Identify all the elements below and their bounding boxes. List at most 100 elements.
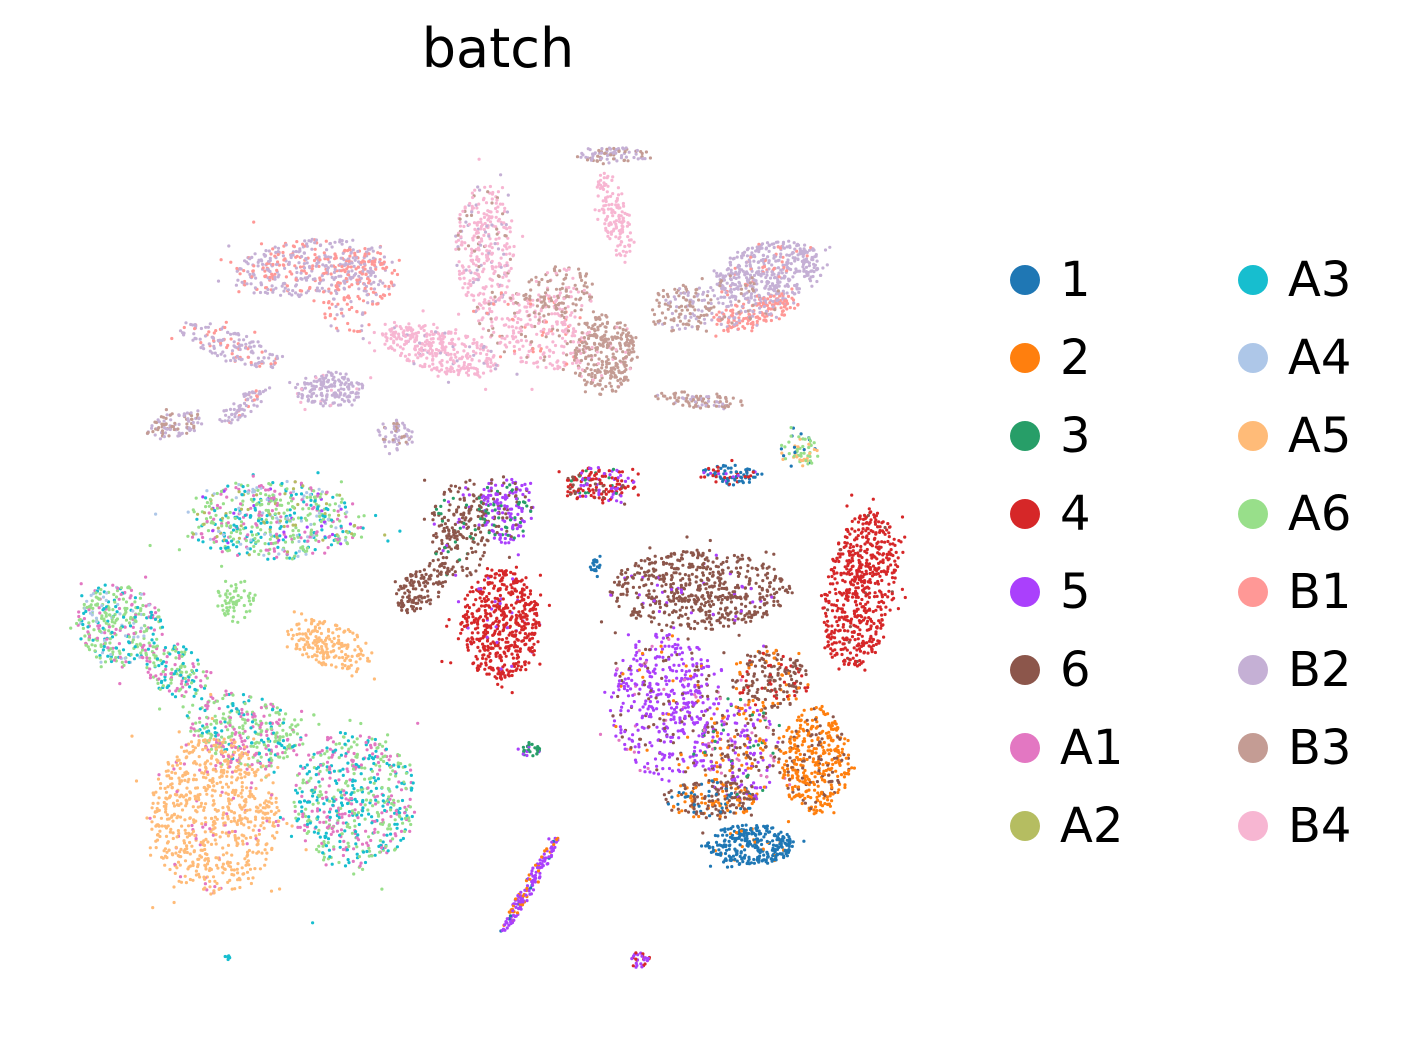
cell-point (343, 281, 347, 285)
cell-point (202, 347, 206, 351)
cell-point (191, 532, 196, 536)
cell-point (381, 422, 385, 426)
cell-point (334, 370, 338, 374)
cell-point (556, 367, 560, 371)
cell-point (770, 270, 774, 274)
cell-point (584, 155, 588, 159)
cell-point (657, 304, 661, 308)
cell-point (572, 286, 576, 290)
cell-point (252, 273, 256, 277)
cell-point (487, 251, 491, 255)
cell-point (384, 332, 388, 336)
cell-point (573, 309, 577, 313)
cell-point (614, 235, 618, 239)
cell-point (652, 312, 657, 317)
cell-point (421, 325, 425, 329)
cell-point (540, 300, 544, 304)
cell-point (88, 611, 93, 615)
cell-point (580, 304, 584, 308)
cell-point (306, 645, 310, 649)
cell-point (313, 548, 317, 552)
cell-point (352, 329, 356, 333)
cell-point (232, 609, 236, 613)
cell-point (336, 403, 341, 407)
cell-point (113, 621, 117, 625)
cell-point (458, 276, 462, 280)
cell-point (257, 552, 261, 557)
cell-point (716, 395, 720, 399)
cell-point (678, 312, 682, 316)
cell-point (483, 221, 487, 226)
cell-point (605, 362, 609, 366)
cell-point (453, 331, 457, 335)
cell-point (342, 298, 346, 302)
cell-cluster (145, 408, 204, 441)
cell-point (718, 400, 722, 404)
cell-point (448, 357, 452, 362)
cell-point (77, 610, 81, 614)
cell-point (427, 349, 431, 353)
cell-point (605, 147, 609, 151)
cell-point (236, 594, 240, 598)
cell-point (294, 284, 298, 288)
cell-point (240, 493, 244, 497)
cell-point (355, 633, 359, 637)
cell-point (285, 516, 289, 520)
cell-point (311, 551, 315, 555)
cell-point (406, 357, 410, 361)
cell-point (363, 247, 367, 251)
cell-point (475, 206, 479, 210)
cell-point (746, 296, 750, 300)
cell-point (173, 645, 177, 650)
cell-point (180, 679, 184, 683)
cell-point (336, 537, 340, 542)
cell-point (211, 521, 216, 525)
cell-point (119, 592, 123, 597)
cell-point (329, 324, 333, 328)
cell-point (353, 523, 357, 528)
cell-point (276, 250, 280, 254)
cell-point (787, 253, 792, 257)
cell-point (179, 687, 183, 691)
cell-point (437, 349, 441, 353)
cell-point (794, 270, 798, 274)
cell-point (677, 327, 682, 331)
cell-point (614, 222, 618, 226)
cell-point (620, 192, 624, 196)
cell-point (547, 354, 552, 358)
cell-point (376, 302, 380, 306)
cell-point (346, 531, 350, 535)
cell-point (332, 277, 336, 281)
cell-point (371, 300, 375, 304)
cell-point (211, 336, 216, 340)
cell-point (378, 258, 382, 262)
cell-point (524, 296, 528, 300)
cell-point (695, 395, 699, 399)
cell-point (616, 244, 620, 248)
cell-point (423, 348, 427, 352)
cell-point (466, 244, 471, 248)
cell-point (149, 626, 153, 630)
cell-point (694, 288, 698, 292)
cell-point (706, 404, 711, 409)
cell-point (599, 336, 603, 340)
cell-point (780, 271, 784, 275)
cell-point (239, 520, 244, 524)
cell-point (348, 245, 352, 249)
cell-point (611, 337, 615, 342)
cell-point (383, 293, 387, 298)
cell-point (320, 394, 324, 398)
cell-point (430, 349, 434, 353)
cell-point (473, 372, 477, 376)
cell-point (259, 549, 263, 553)
cell-point (485, 249, 489, 253)
cell-point (595, 370, 600, 375)
cell-point (204, 674, 208, 678)
cell-point (342, 287, 347, 291)
cell-point (327, 306, 332, 310)
cell-point (403, 354, 407, 358)
cell-point (614, 225, 618, 229)
cell-point (204, 517, 209, 521)
cell-point (537, 293, 541, 297)
cell-point (432, 322, 436, 326)
